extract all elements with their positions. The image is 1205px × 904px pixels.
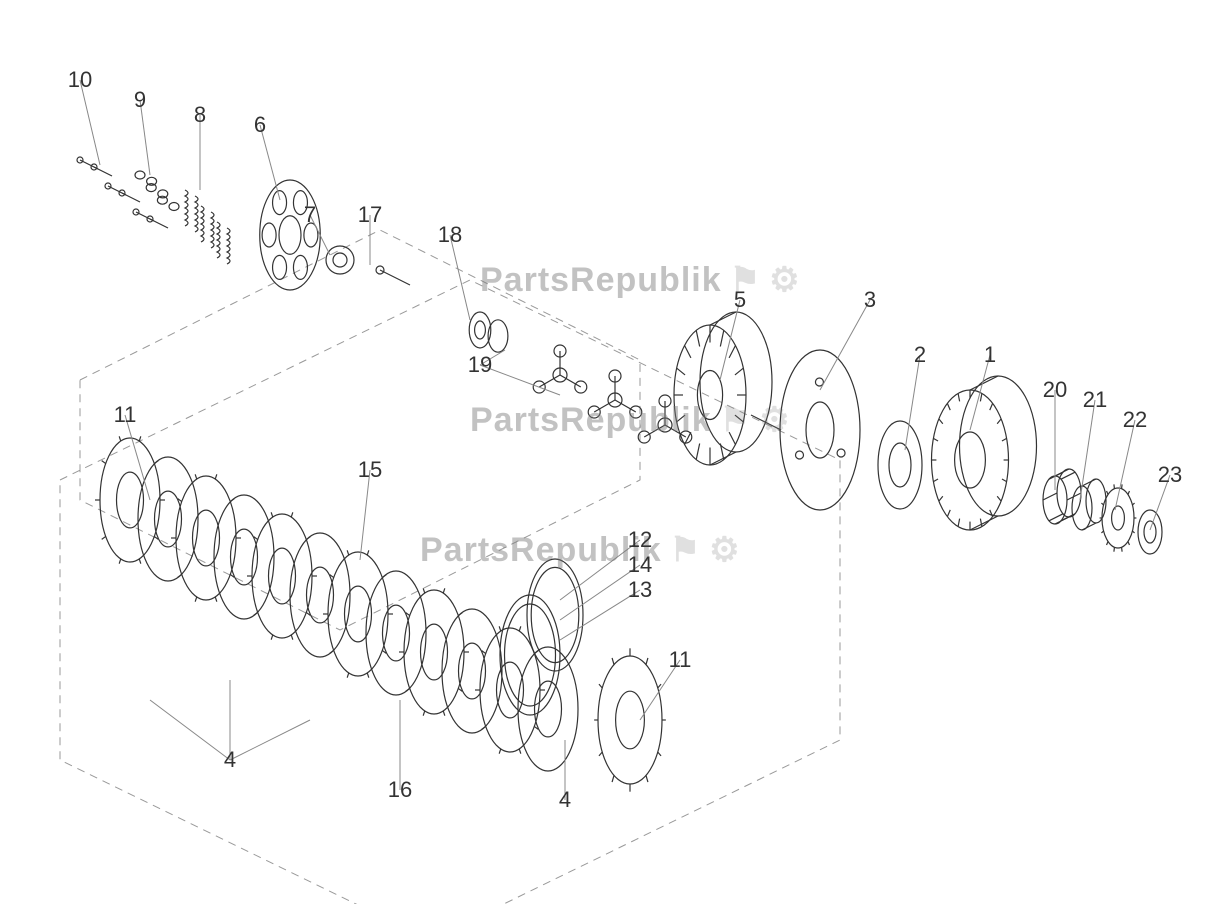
callout-2: 2	[914, 342, 926, 368]
flag-icon: ⚑	[670, 530, 701, 570]
callout-15: 15	[358, 457, 382, 483]
callout-8: 8	[194, 102, 206, 128]
callout-23: 23	[1158, 462, 1182, 488]
callout-22: 22	[1123, 407, 1147, 433]
callout-4: 4	[224, 747, 236, 773]
callout-16: 16	[388, 777, 412, 803]
callout-11: 11	[114, 402, 137, 428]
callout-11: 11	[669, 647, 692, 673]
gear-icon: ⚙	[759, 400, 790, 440]
watermark-text: PartsRepublik	[470, 401, 712, 439]
callout-6: 6	[254, 112, 266, 138]
gear-icon: ⚙	[769, 260, 800, 300]
callout-19: 19	[468, 352, 492, 378]
watermark: PartsRepublik⚑⚙	[470, 400, 791, 440]
callout-13: 13	[628, 577, 652, 603]
watermark: PartsRepublik⚑⚙	[420, 530, 741, 570]
flag-icon: ⚑	[720, 400, 751, 440]
callout-3: 3	[864, 287, 876, 313]
callout-18: 18	[438, 222, 462, 248]
callout-10: 10	[68, 67, 92, 93]
callout-21: 21	[1083, 387, 1107, 413]
exploded-view-svg	[0, 0, 1205, 904]
callout-7: 7	[304, 202, 316, 228]
callout-4: 4	[559, 787, 571, 813]
callout-1: 1	[984, 342, 996, 368]
callout-9: 9	[134, 87, 146, 113]
callout-17: 17	[358, 202, 382, 228]
callout-14: 14	[628, 552, 652, 578]
callout-20: 20	[1043, 377, 1067, 403]
gear-icon: ⚙	[709, 530, 740, 570]
watermark: PartsRepublik⚑⚙	[480, 260, 801, 300]
watermark-text: PartsRepublik	[420, 531, 662, 569]
watermark-text: PartsRepublik	[480, 261, 722, 299]
callout-12: 12	[628, 527, 652, 553]
callout-5: 5	[734, 287, 746, 313]
